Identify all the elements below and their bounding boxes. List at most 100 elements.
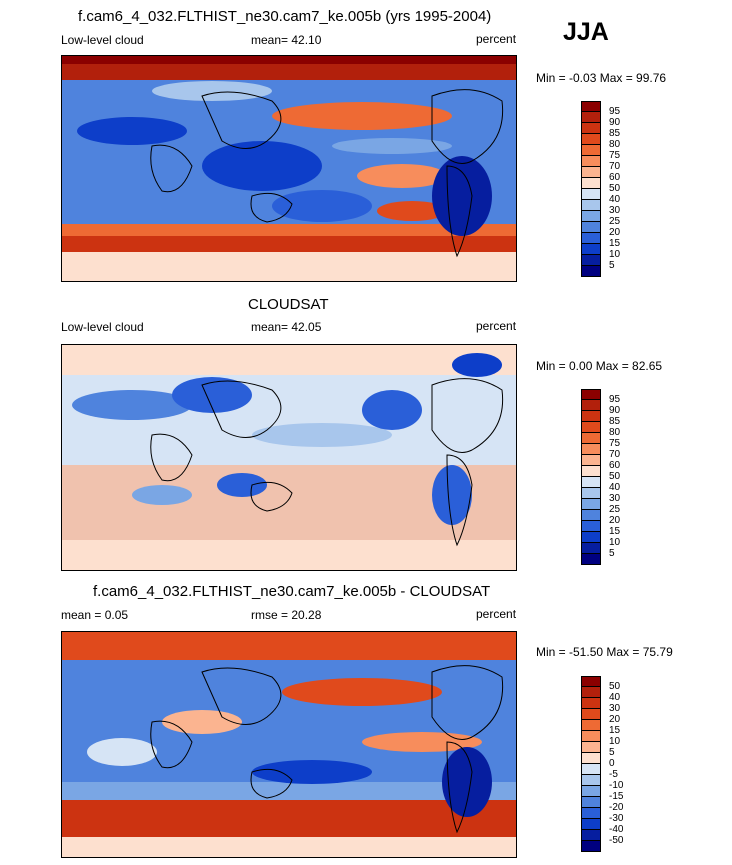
colorbar-swatch (581, 101, 601, 112)
colorbar-swatch (581, 532, 601, 543)
colorbar-swatch (581, 123, 601, 134)
colorbar-tick-label: 15 (609, 526, 621, 537)
colorbar-swatch (581, 233, 601, 244)
colorbar-swatch (581, 808, 601, 819)
colorbar-swatch (581, 676, 601, 687)
colorbar-tick-label: 30 (609, 205, 621, 216)
panel-2-variable-label: Low-level cloud (61, 320, 144, 334)
colorbar-swatch (581, 411, 601, 422)
colorbar-swatch (581, 167, 601, 178)
panel-1-title: f.cam6_4_032.FLTHIST_ne30.cam7_ke.005b (… (78, 8, 492, 25)
colorbar-swatch (581, 488, 601, 499)
colorbar-tick-label: 5 (609, 747, 615, 758)
panel-2-map (61, 344, 517, 571)
colorbar-swatch (581, 521, 601, 532)
panel-2-mean-label: mean= 42.05 (251, 320, 322, 334)
colorbar-swatch (581, 841, 601, 852)
colorbar-swatch (581, 477, 601, 488)
colorbar-tick-label: 80 (609, 139, 621, 150)
colorbar-swatch (581, 764, 601, 775)
colorbar-tick-label: 5 (609, 260, 615, 271)
colorbar-swatch (581, 211, 601, 222)
colorbar-tick-label: 50 (609, 681, 621, 692)
panel-1-mean-label: mean= 42.10 (251, 33, 322, 47)
colorbar-tick-label: -5 (609, 769, 618, 780)
colorbar-swatch (581, 266, 601, 277)
colorbar-swatch (581, 200, 601, 211)
colorbar-tick-label: 70 (609, 161, 621, 172)
colorbar-tick-label: 70 (609, 449, 621, 460)
colorbar-tick-label: -15 (609, 791, 624, 802)
colorbar-tick-label: 10 (609, 249, 621, 260)
colorbar-swatch (581, 455, 601, 466)
colorbar-swatch (581, 145, 601, 156)
colorbar-tick-label: 85 (609, 416, 621, 427)
colorbar-tick-label: 15 (609, 725, 621, 736)
colorbar-tick-label: 10 (609, 736, 621, 747)
panel-1-minmax: Min = -0.03 Max = 99.76 (536, 71, 667, 85)
colorbar-swatch (581, 797, 601, 808)
colorbar-swatch (581, 543, 601, 554)
colorbar-swatch (581, 499, 601, 510)
colorbar-tick-label: 50 (609, 183, 621, 194)
panel-2-units-label: percent (476, 319, 517, 333)
colorbar-swatch (581, 786, 601, 797)
colorbar-swatch (581, 687, 601, 698)
colorbar-tick-label: 0 (609, 758, 615, 769)
colorbar-tick-label: 15 (609, 238, 621, 249)
panel-3-colorbar: 50 40 30 20 15 10 5 0 -5 -10 -15 -20 -30 -40 -50 (581, 676, 623, 852)
colorbar-swatch (581, 444, 601, 455)
panel-1-units-label: percent (476, 32, 517, 46)
colorbar-tick-label: 10 (609, 537, 621, 548)
colorbar-swatch (581, 731, 601, 742)
panel-1-colorbar: 95 90 85 80 75 70 60 50 40 30 25 20 15 10 5 (581, 101, 620, 277)
colorbar-swatch (581, 189, 601, 200)
colorbar-swatch (581, 400, 601, 411)
colorbar-tick-label: 80 (609, 427, 621, 438)
panel-2-colorbar: 95 90 85 80 75 70 60 50 40 30 25 20 15 10 5 (581, 389, 620, 565)
colorbar-tick-label: 75 (609, 438, 621, 449)
colorbar-swatch (581, 134, 601, 145)
colorbar-swatch (581, 178, 601, 189)
panel-1-map (61, 55, 517, 282)
colorbar-swatch (581, 742, 601, 753)
colorbar-swatch (581, 709, 601, 720)
colorbar-swatch (581, 222, 601, 233)
colorbar-tick-label: -10 (609, 780, 624, 791)
colorbar-swatch (581, 255, 601, 266)
colorbar-tick-label: 30 (609, 703, 621, 714)
colorbar-swatch (581, 112, 601, 123)
colorbar-tick-label: 30 (609, 493, 621, 504)
panel-2-title: CLOUDSAT (248, 296, 329, 313)
colorbar-swatch (581, 753, 601, 764)
colorbar-swatch (581, 389, 601, 400)
panel-3-title: f.cam6_4_032.FLTHIST_ne30.cam7_ke.005b -… (93, 583, 491, 600)
panel-3-rmse-label: rmse = 20.28 (251, 608, 322, 622)
colorbar-tick-label: 5 (609, 548, 615, 559)
colorbar-swatch (581, 244, 601, 255)
colorbar-tick-label: 20 (609, 515, 621, 526)
colorbar-tick-label: 20 (609, 227, 621, 238)
colorbar-swatch (581, 819, 601, 830)
colorbar-tick-label: -20 (609, 802, 624, 813)
panel-3-mean-label: mean = 0.05 (61, 608, 129, 622)
colorbar-tick-label: 60 (609, 172, 621, 183)
colorbar-swatch (581, 830, 601, 841)
colorbar-tick-label: 95 (609, 106, 621, 117)
colorbar-swatch (581, 698, 601, 709)
colorbar-tick-label: 20 (609, 714, 621, 725)
panel-1-variable-label: Low-level cloud (61, 33, 144, 47)
colorbar-swatch (581, 775, 601, 786)
colorbar-tick-label: 75 (609, 150, 621, 161)
colorbar-tick-label: 95 (609, 394, 621, 405)
colorbar-swatch (581, 466, 601, 477)
colorbar-swatch (581, 433, 601, 444)
colorbar-tick-label: 90 (609, 405, 621, 416)
colorbar-swatch (581, 156, 601, 167)
panel-2-minmax: Min = 0.00 Max = 82.65 (536, 359, 663, 373)
panel-3-minmax: Min = -51.50 Max = 75.79 (536, 645, 673, 659)
colorbar-tick-label: 40 (609, 692, 621, 703)
panel-3-units-label: percent (476, 607, 517, 621)
colorbar-tick-label: 50 (609, 471, 621, 482)
colorbar-swatch (581, 422, 601, 433)
